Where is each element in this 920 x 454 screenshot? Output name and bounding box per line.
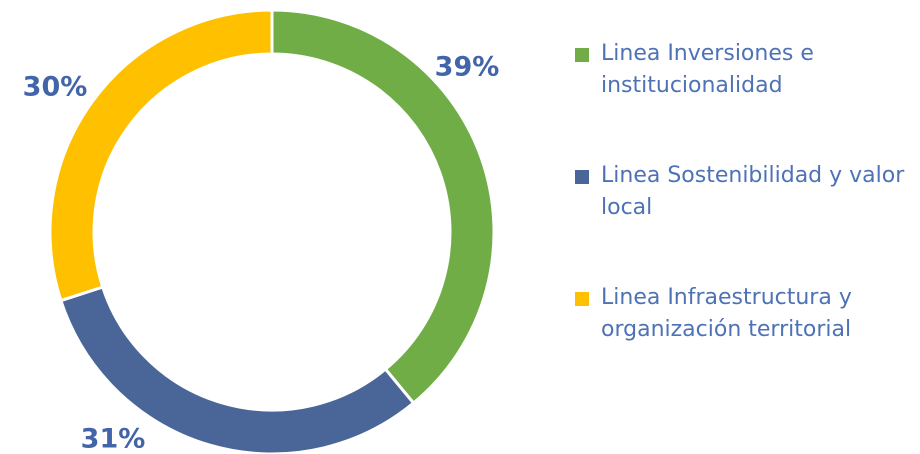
data-label: 31% [81,424,146,454]
donut-slice [48,8,274,303]
data-label: 30% [23,72,88,103]
legend-swatch [575,170,589,184]
legend-item: Linea Infraestructura y organización ter… [575,282,915,346]
legend-label: Linea Infraestructura y organización ter… [601,285,852,342]
data-label: 39% [435,52,500,83]
legend-label: Linea Inversiones e institucionalidad [601,41,814,98]
legend-swatch [575,48,589,62]
legend-swatch [575,292,589,306]
legend-label: Linea Sostenibilidad y valor local [601,163,905,220]
legend-item: Linea Inversiones e institucionalidad [575,38,915,102]
legend-item: Linea Sostenibilidad y valor local [575,160,915,224]
